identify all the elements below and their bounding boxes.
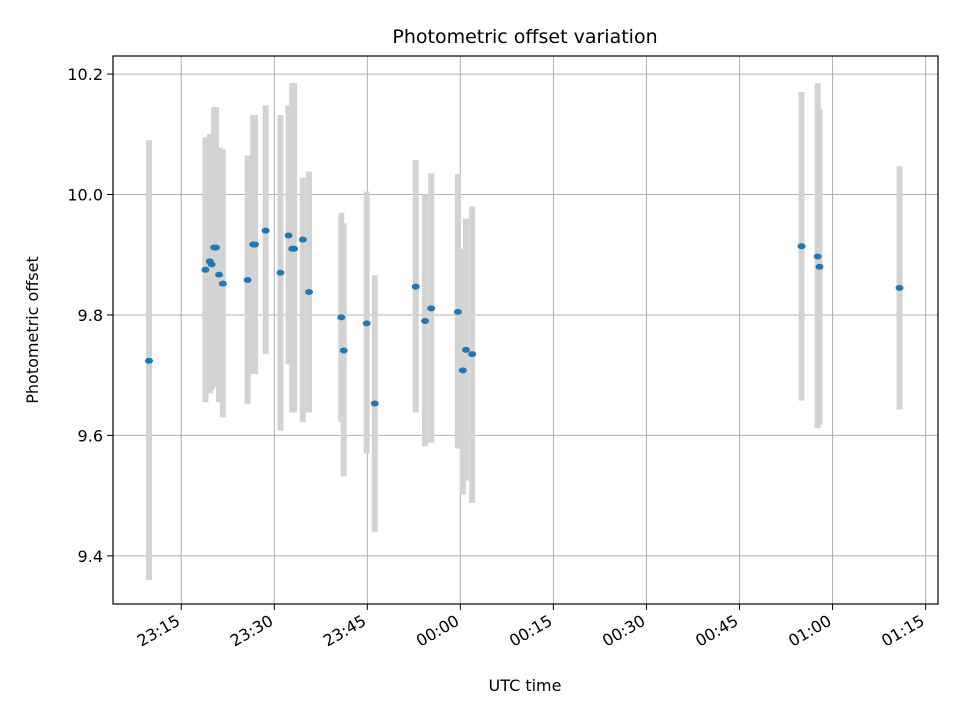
data-point — [215, 271, 224, 278]
data-point — [144, 357, 153, 364]
data-point — [337, 314, 346, 321]
x-axis-label: UTC time — [489, 676, 562, 695]
data-point — [207, 261, 216, 268]
data-point — [468, 351, 477, 358]
data-point — [461, 346, 470, 353]
data-point — [370, 400, 379, 407]
data-point — [427, 305, 436, 312]
data-point — [797, 243, 806, 250]
y-tick-label: 10.2 — [67, 65, 103, 84]
data-markers — [144, 227, 904, 407]
data-point — [290, 245, 299, 252]
data-point — [813, 253, 822, 260]
data-point — [201, 266, 210, 273]
data-point — [362, 320, 371, 327]
data-point — [261, 227, 270, 234]
data-point — [298, 236, 307, 243]
data-point — [458, 367, 467, 374]
data-point — [218, 280, 227, 287]
y-axis-ticks: 9.4 9.6 9.8 10.0 10.2 — [67, 65, 113, 566]
y-axis-label: Photometric offset — [23, 256, 42, 404]
data-point — [421, 317, 430, 324]
data-point — [895, 284, 904, 291]
y-tick-label: 10.0 — [67, 186, 103, 205]
data-point — [243, 277, 252, 284]
plot-frame — [112, 55, 939, 605]
data-point — [339, 347, 348, 354]
data-point — [411, 283, 420, 290]
chart-title: Photometric offset variation — [392, 26, 657, 48]
y-tick-label: 9.6 — [78, 426, 103, 445]
data-point — [453, 308, 462, 315]
data-point — [276, 269, 285, 276]
y-tick-label: 9.4 — [78, 547, 103, 566]
data-point — [251, 241, 260, 248]
data-point — [284, 232, 293, 239]
y-tick-label: 9.8 — [78, 306, 103, 325]
data-point — [305, 289, 314, 296]
data-point — [211, 244, 220, 251]
data-point — [815, 263, 824, 270]
